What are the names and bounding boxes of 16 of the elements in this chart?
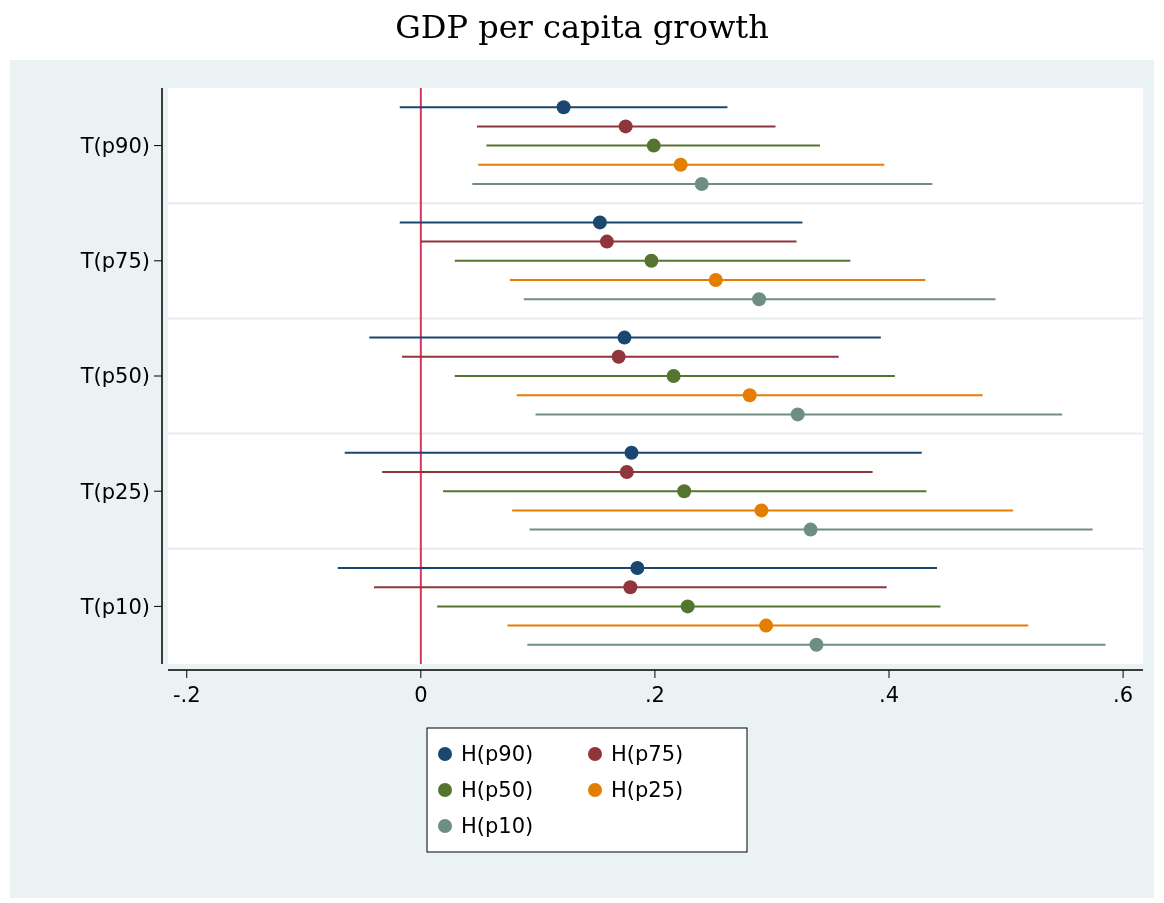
x-tick-label: .4 bbox=[878, 683, 900, 707]
legend-label: H(p50) bbox=[461, 778, 534, 803]
y-tick-label: T(p50) bbox=[79, 364, 150, 389]
x-tick-label: -.2 bbox=[172, 683, 201, 707]
y-tick-label: T(p25) bbox=[79, 479, 150, 504]
legend-label: H(p75) bbox=[611, 742, 684, 767]
y-tick-label: T(p10) bbox=[79, 594, 150, 619]
legend-label: H(p25) bbox=[611, 778, 684, 803]
x-tick-label: .6 bbox=[1113, 683, 1134, 707]
chart-title: GDP per capita growth bbox=[395, 8, 769, 46]
y-tick-label: T(p75) bbox=[79, 249, 150, 274]
legend-label: H(p90) bbox=[461, 742, 534, 767]
x-tick-label: 0 bbox=[414, 683, 428, 707]
x-tick-label: .2 bbox=[644, 683, 665, 707]
y-tick-label: T(p90) bbox=[79, 133, 150, 158]
legend-label: H(p10) bbox=[461, 814, 534, 839]
